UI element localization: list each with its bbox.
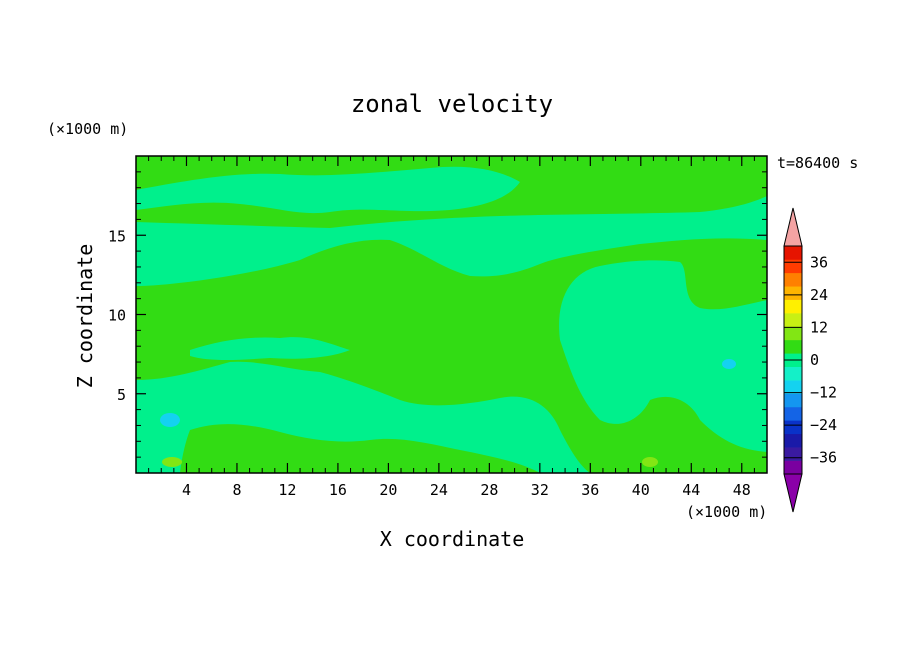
x-tick-label: 36	[581, 481, 599, 499]
colorbar-label: −36	[810, 449, 837, 467]
colorbar-segment	[784, 286, 802, 300]
colorbar-segment	[784, 246, 802, 260]
chart-title: zonal velocity	[351, 90, 553, 118]
colorbar-segment	[784, 460, 802, 475]
colorbar-label: 36	[810, 253, 828, 271]
colorbar-segment	[784, 433, 802, 448]
colorbar-segment	[784, 393, 802, 408]
field-contour-negative-upper	[136, 166, 520, 214]
colorbar-segment	[784, 420, 802, 435]
field-contour-negative-upper-2	[136, 196, 767, 286]
x-tick-label: 12	[278, 481, 296, 499]
colorbar-segment	[784, 380, 802, 394]
field-contour-negative-right	[559, 260, 767, 452]
colorbar-segment	[784, 406, 802, 421]
colorbar-label: 0	[810, 351, 819, 369]
x-tick-label: 20	[379, 481, 397, 499]
x-axis: 4 8 12 16 20 24 28 32 36 40 44 48	[148, 156, 755, 499]
y-axis-label: Z coordinate	[73, 244, 97, 389]
field-contour-positive-lower	[180, 424, 540, 473]
x-unit-label: (×1000 m)	[686, 503, 767, 521]
x-tick-label: 48	[733, 481, 751, 499]
x-axis-label: X coordinate	[380, 527, 525, 551]
colorbar-segment	[784, 299, 802, 314]
colorbar-segment	[784, 259, 802, 274]
field-spot-minus-12-left	[160, 413, 180, 427]
colorbar-segment	[784, 447, 802, 461]
colorbar-label: −24	[810, 416, 837, 434]
colorbar-segment	[784, 326, 802, 341]
y-axis: 5 10 15	[108, 171, 767, 458]
x-tick-label: 4	[182, 481, 191, 499]
colorbar-under-triangle	[783, 473, 803, 513]
time-label: t=86400 s	[777, 154, 858, 172]
x-tick-label: 32	[531, 481, 549, 499]
field-spot-plus-12-left	[162, 457, 182, 467]
colorbar-over-triangle	[783, 207, 803, 247]
colorbar-segment	[784, 272, 802, 287]
colorbar: 36 24 12 0 −12 −24 −36	[783, 207, 837, 513]
x-tick-label: 28	[480, 481, 498, 499]
y-tick-label: 5	[117, 386, 126, 404]
field-spot-plus-12-right	[642, 457, 658, 467]
colorbar-label: 12	[810, 318, 828, 336]
y-tick-label: 15	[108, 227, 126, 245]
colorbar-segment	[784, 339, 802, 354]
x-tick-label: 24	[430, 481, 448, 499]
x-tick-label: 8	[232, 481, 241, 499]
colorbar-label: 24	[810, 286, 828, 304]
field-contour-negative-mid	[190, 337, 350, 360]
colorbar-segment	[784, 366, 802, 381]
field-spot-minus-12-right	[722, 359, 736, 369]
x-tick-label: 40	[632, 481, 650, 499]
velocity-field	[136, 156, 767, 473]
colorbar-segment	[784, 313, 802, 327]
x-tick-label: 44	[682, 481, 700, 499]
x-tick-label: 16	[329, 481, 347, 499]
colorbar-label: −12	[810, 384, 837, 402]
y-unit-label: (×1000 m)	[47, 120, 128, 138]
y-tick-label: 10	[108, 307, 126, 325]
